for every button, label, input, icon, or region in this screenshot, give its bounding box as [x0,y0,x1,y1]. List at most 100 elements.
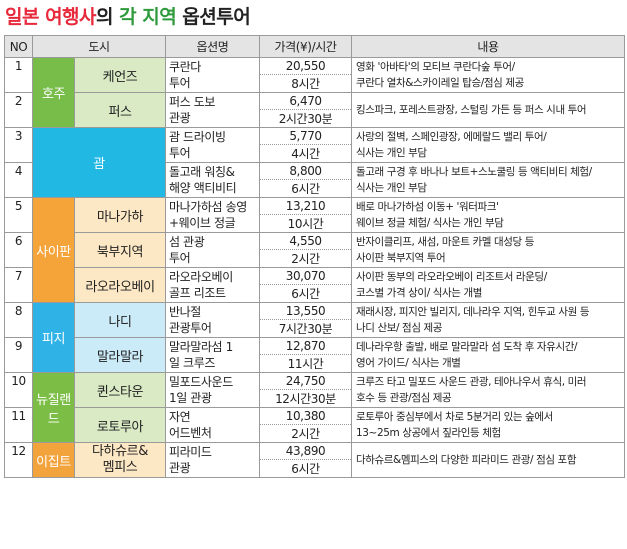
price-cell: 24,750 [259,372,352,390]
content-cell: 배로 마나가하섬 이동+ '워터파크' 웨이브 정글 체험/ 식사는 개인 부담 [351,197,625,233]
content-cell: 사랑의 절벽, 스페인광장, 에메랄드 밸리 투어/식사는 개인 부담 [351,127,625,163]
option-name-cell: 섬 관광 투어 [165,232,260,268]
row-no: 8 [4,302,33,338]
header-content: 내용 [351,35,625,58]
table-row: 9 말라말라 말라말라섬 1 일 크루즈 12,870 데나라우항 출발, 배로 … [4,337,625,373]
city-cell: 로토루아 [74,407,166,443]
table-row: 2 퍼스 퍼스 도보 관광 6,470 킹스파크, 포레스트광장, 스털링 가든 … [4,92,625,128]
table-row: 7 라오라오베이 라오라오베이 골프 리조트 30,070 사이판 동부의 라오라… [4,267,625,303]
content-line: 데나라우항 출발, 배로 말라말라 섬 도착 후 자유시간/ [356,341,578,353]
row-no: 11 [4,407,33,443]
city-cell: 말라말라 [74,337,166,373]
option-name-cell: 자연 어드벤처 [165,407,260,443]
price-cell: 43,890 [259,442,352,460]
city-cell: 라오라오베이 [74,267,166,303]
row-no: 6 [4,232,33,268]
table-row: 3 괌 괌 드라이빙 투어 5,770 사랑의 절벽, 스페인광장, 에메랄드 밸… [4,127,625,198]
price-cell: 13,550 [259,302,352,320]
content-cell: 사이판 동부의 라오라오베이 리조트서 라운딩/코스별 가격 상이/ 식사는 개… [351,267,625,303]
header-city: 도시 [32,35,166,58]
option-name-line: 돌고래 워칭& [169,165,235,179]
time-cell: 6시간 [259,179,352,198]
row-no: 3 [4,127,33,163]
city-cell: 마나가하 [74,197,166,233]
table-row-sub: 6시간 [5,459,625,478]
option-name-line: 1일 관광 [169,391,212,405]
city-cell: 나디 [74,302,166,338]
option-name-line: 밀포드사운드 [169,375,233,389]
region-cell-new-zealand: 뉴질랜드 [32,372,75,443]
title-part-particle: 의 [96,6,120,28]
table-row: 8 피지 나디 반나절 관광투어 13,550 재래시장, 피지안 빌리지, 데나… [4,302,625,373]
content-line: 사이판 북부지역 투어 [356,252,446,264]
row-no: 1 [4,57,33,93]
table-row-sub: 12시간30분 [5,389,625,408]
price-cell: 30,070 [259,267,352,285]
option-name-line: 관광투어 [169,321,212,335]
table-row: 1 호주 케언즈 쿠란다 투어 20,550 영화 '아바타'의 모티브 쿠란다숲… [4,57,625,128]
content-line: 사이판 동부의 라오라오베이 리조트서 라운딩/ [356,271,547,283]
title-part-region: 각 지역 [119,6,177,28]
content-line: 반자이클리프, 새섬, 마운트 카멜 대성당 등 [356,236,534,248]
content-line: 웨이브 정글 체험/ 식사는 개인 부담 [356,217,504,229]
content-line: 킹스파크, 포레스트광장, 스털링 가든 등 퍼스 시내 투어 [356,104,587,116]
content-cell: 영화 '아바타'의 모티브 쿠란다숲 투어/쿠란다 열차&스카이레일 탑승/점심… [351,57,625,93]
content-line: 호수 등 관광/점심 제공 [356,392,452,404]
time-cell: 7시간30분 [259,319,352,338]
time-cell: 8시간 [259,74,352,93]
content-cell: 재래시장, 피지안 빌리지, 데나라우 지역, 힌두교 사원 등 나디 산보/ 점… [351,302,625,338]
option-name-line: 관광 [169,461,191,475]
table-row-sub: 2시간 [5,249,625,268]
price-cell: 13,210 [259,197,352,215]
table-row: 11 로토루아 자연 어드벤처 10,380 로토루아 중심부에서 차로 5분거리… [4,407,625,443]
time-cell: 2시간30분 [259,109,352,128]
option-name-line: 관광 [169,111,191,125]
region-cell-saipan: 사이판 [32,197,75,303]
option-name-line: 라오라오베이 [169,270,233,284]
price-cell: 6,470 [259,92,352,110]
table-row: 12 이집트 다하슈르& 멤피스 피라미드 관광 43,890 다하슈르&멤피스의… [4,442,625,478]
option-name-line: 골프 리조트 [169,286,226,300]
table-row-sub: 7시간30분 [5,319,625,338]
title-part-option: 옵션투어 [176,6,251,28]
price-cell: 8,800 [259,162,352,180]
option-name-cell: 말라말라섬 1 일 크루즈 [165,337,260,373]
table-row-sub: 10시간 [5,214,625,233]
page-title: 일본 여행사의 각 지역 옵션투어 [5,2,251,32]
table-row: 4 돌고래 워칭& 해양 액티비티 8,800 돌고래 구경 후 바나나 보트+스… [4,162,625,198]
row-no: 10 [4,372,33,408]
option-name-line: 피라미드 [169,445,212,459]
option-name-line: 투어 [169,146,191,160]
content-line: 크루즈 타고 밀포드 사운드 관광, 테아나우서 휴식, 미러 [356,376,587,388]
option-name-line: 섬 관광 [169,235,205,249]
option-name-cell: 돌고래 워칭& 해양 액티비티 [165,162,260,198]
content-cell: 다하슈르&멤피스의 다양한 피라미드 관광/ 점심 포함 [351,442,625,478]
time-cell: 6시간 [259,284,352,303]
header-option: 옵션명 [165,35,260,58]
option-name-line: 반나절 [169,305,201,319]
content-line: 다하슈르&멤피스의 다양한 피라미드 관광/ 점심 포함 [356,454,577,466]
content-cell: 킹스파크, 포레스트광장, 스털링 가든 등 퍼스 시내 투어 [351,92,625,128]
content-line: 쿠란다 열차&스카이레일 탑승/점심 제공 [356,77,524,89]
content-line: 식사는 개인 부담 [356,182,427,194]
content-line: 코스별 가격 상이/ 식사는 개별 [356,287,483,299]
content-line: 재래시장, 피지안 빌리지, 데나라우 지역, 힌두교 사원 등 [356,306,590,318]
table-row-sub: 11시간 [5,354,625,373]
time-cell: 2시간 [259,424,352,443]
region-cell-australia: 호주 [32,57,75,128]
price-cell: 12,870 [259,337,352,355]
time-cell: 4시간 [259,144,352,163]
table-row: 5 사이판 마나가하 마나가하섬 송영 +웨이브 정글 13,210 배로 마나가… [4,197,625,303]
option-name-line: 자연 [169,410,191,424]
option-name-line: 퍼스 도보 [169,95,215,109]
content-line: 사랑의 절벽, 스페인광장, 에메랄드 밸리 투어/ [356,131,547,143]
option-name-line: 쿠란다 [169,60,201,74]
row-no: 7 [4,267,33,303]
time-cell: 2시간 [259,249,352,268]
table-header-row: NO 도시 옵션명 가격(¥)/시간 내용 [4,35,625,58]
option-name-line: 투어 [169,76,191,90]
